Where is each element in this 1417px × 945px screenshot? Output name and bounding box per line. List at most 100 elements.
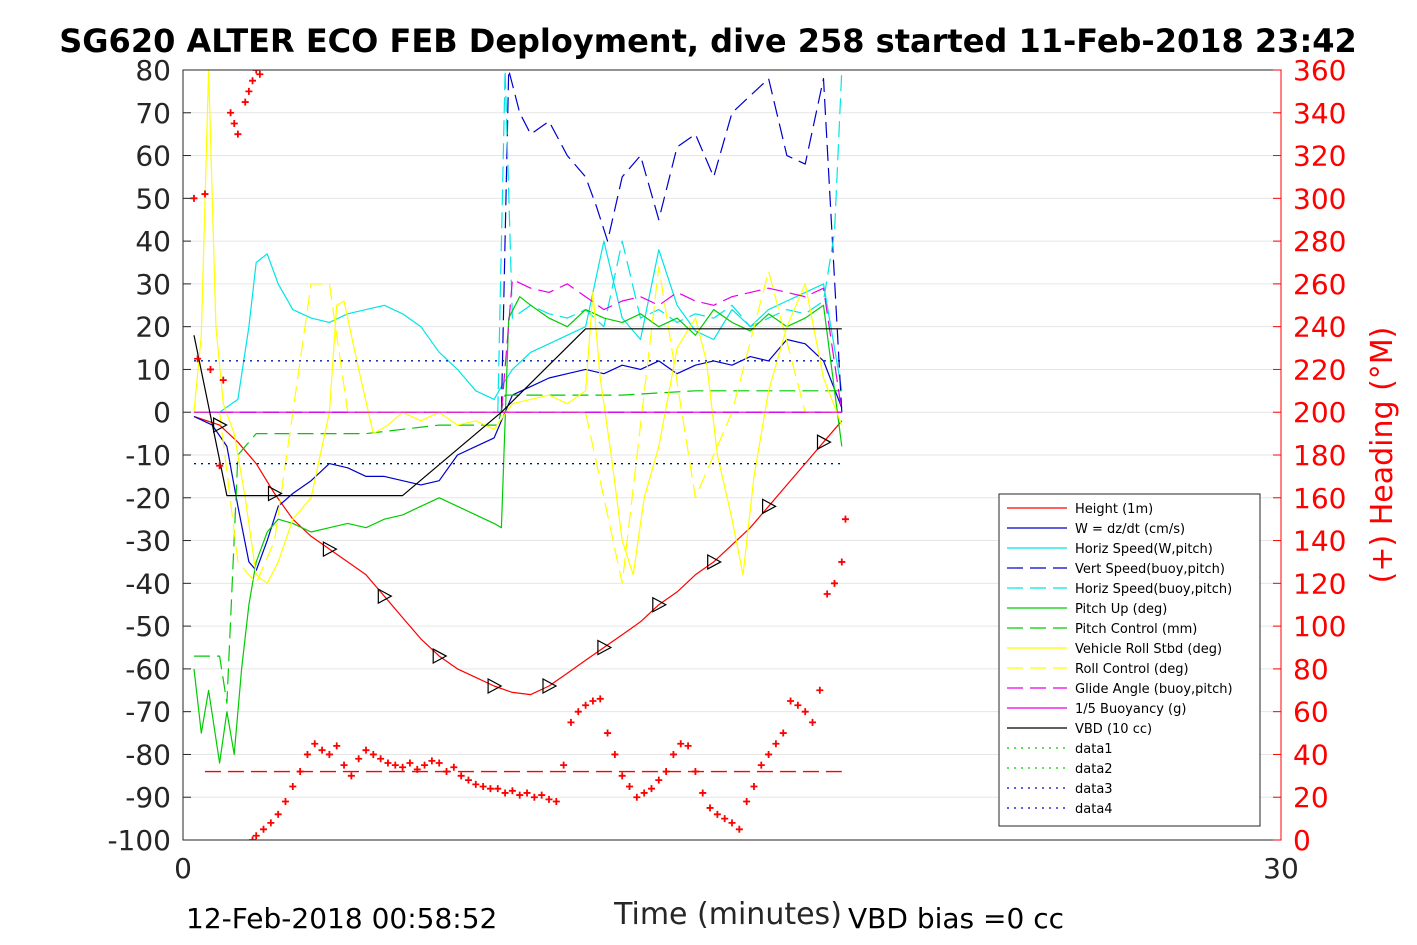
heading-marker bbox=[779, 729, 787, 737]
heading-marker bbox=[494, 785, 502, 793]
heading-marker bbox=[530, 793, 538, 801]
heading-marker bbox=[523, 789, 531, 797]
heading-marker bbox=[823, 590, 831, 598]
heading-marker bbox=[355, 755, 363, 763]
heading-marker bbox=[311, 740, 319, 748]
heading-marker bbox=[450, 763, 458, 771]
height-marker bbox=[761, 498, 777, 515]
legend-entry: Pitch Control (mm) bbox=[1075, 622, 1197, 637]
legend-entry: Height (1m) bbox=[1075, 502, 1153, 517]
heading-marker bbox=[662, 768, 670, 776]
chart-title: SG620 ALTER ECO FEB Deployment, dive 258… bbox=[59, 22, 1357, 60]
heading-marker bbox=[841, 515, 849, 523]
heading-marker bbox=[428, 757, 436, 765]
height-marker bbox=[652, 596, 668, 613]
height-marker bbox=[597, 639, 613, 656]
legend-entry: data2 bbox=[1075, 762, 1113, 777]
legend-entry: 1/5 Buoyancy (g) bbox=[1075, 702, 1186, 717]
heading-marker bbox=[611, 750, 619, 758]
y-tick-label: -80 bbox=[125, 738, 171, 771]
right-tick-label: 220 bbox=[1293, 353, 1346, 386]
y-tick-label: -50 bbox=[125, 610, 171, 643]
heading-marker bbox=[369, 750, 377, 758]
heading-marker bbox=[227, 109, 235, 117]
right-tick-label: 100 bbox=[1293, 610, 1346, 643]
heading-marker bbox=[699, 789, 707, 797]
heading-marker bbox=[303, 750, 311, 758]
heading-marker bbox=[552, 798, 560, 805]
x-tick-label: 0 bbox=[174, 852, 192, 885]
heading-marker bbox=[435, 759, 443, 767]
heading-marker bbox=[706, 804, 714, 812]
footer-timestamp: 12-Feb-2018 00:58:52 bbox=[186, 902, 497, 935]
right-tick-label: 240 bbox=[1293, 311, 1346, 344]
right-tick-label: 60 bbox=[1293, 696, 1329, 729]
heading-marker bbox=[765, 750, 773, 758]
heading-marker bbox=[626, 783, 634, 791]
heading-marker bbox=[596, 695, 604, 703]
heading-marker bbox=[735, 825, 743, 833]
heading-marker bbox=[384, 759, 392, 767]
heading-marker bbox=[347, 772, 355, 780]
plot-area bbox=[190, 70, 849, 840]
heading-marker bbox=[230, 119, 238, 127]
y-tick-label: 50 bbox=[135, 182, 171, 215]
heading-marker bbox=[194, 355, 202, 363]
right-tick-label: 120 bbox=[1293, 567, 1346, 600]
heading-marker bbox=[413, 765, 421, 773]
height-marker bbox=[267, 485, 283, 502]
series-line-vert-speed-buoy-pitch bbox=[500, 70, 843, 413]
heading-marker bbox=[206, 365, 214, 373]
heading-marker bbox=[574, 708, 582, 716]
heading-marker bbox=[260, 825, 268, 833]
legend-entry: VBD (10 cc) bbox=[1075, 722, 1152, 737]
heading-marker bbox=[252, 832, 260, 840]
heading-marker bbox=[589, 697, 597, 705]
heading-marker bbox=[318, 746, 326, 754]
heading-marker bbox=[801, 708, 809, 716]
legend-entry: data4 bbox=[1075, 802, 1113, 817]
heading-marker bbox=[604, 729, 612, 737]
heading-marker bbox=[669, 750, 677, 758]
heading-marker bbox=[274, 810, 282, 818]
heading-marker bbox=[772, 740, 780, 748]
legend-entry: Horiz Speed(buoy,pitch) bbox=[1075, 582, 1232, 597]
x-tick-label: 30 bbox=[1263, 852, 1299, 885]
heading-marker bbox=[464, 776, 472, 784]
legend-box bbox=[998, 493, 1261, 827]
right-tick-label: 260 bbox=[1293, 268, 1346, 301]
legend-entry: Glide Angle (buoy,pitch) bbox=[1075, 682, 1233, 697]
heading-marker bbox=[289, 783, 297, 791]
legend-entry: W = dz/dt (cm/s) bbox=[1075, 522, 1185, 537]
heading-marker bbox=[567, 718, 575, 726]
series-line-pitch-control-mm bbox=[194, 390, 842, 704]
y-tick-label: -30 bbox=[125, 525, 171, 558]
legend-entry: Vert Speed(buoy,pitch) bbox=[1075, 562, 1225, 577]
heading-marker bbox=[333, 742, 341, 750]
heading-marker bbox=[406, 759, 414, 767]
heading-marker bbox=[787, 697, 795, 705]
right-tick-label: 0 bbox=[1293, 824, 1311, 857]
right-tick-label: 360 bbox=[1293, 54, 1346, 87]
legend: Height (1m) W = dz/dt (cm/s) Horiz Speed(W… bbox=[998, 493, 1261, 827]
legend-entry: Vehicle Roll Stbd (deg) bbox=[1075, 642, 1222, 657]
height-marker bbox=[816, 434, 832, 451]
y-tick-label: -90 bbox=[125, 781, 171, 814]
heading-marker bbox=[249, 836, 257, 840]
height-marker bbox=[707, 553, 722, 570]
heading-marker bbox=[421, 761, 429, 769]
heading-marker bbox=[249, 77, 257, 85]
heading-marker bbox=[362, 746, 370, 754]
right-tick-label: 80 bbox=[1293, 653, 1329, 686]
height-marker bbox=[542, 677, 558, 695]
x-axis-label: Time (minutes) bbox=[613, 897, 842, 932]
heading-marker bbox=[201, 190, 209, 198]
legend-entry: data1 bbox=[1075, 742, 1113, 757]
y-tick-label: 30 bbox=[135, 268, 171, 301]
y-tick-label: -60 bbox=[125, 653, 171, 686]
heading-marker bbox=[399, 763, 407, 771]
height-marker bbox=[377, 588, 393, 605]
heading-marker bbox=[190, 194, 198, 202]
heading-marker bbox=[256, 70, 264, 78]
